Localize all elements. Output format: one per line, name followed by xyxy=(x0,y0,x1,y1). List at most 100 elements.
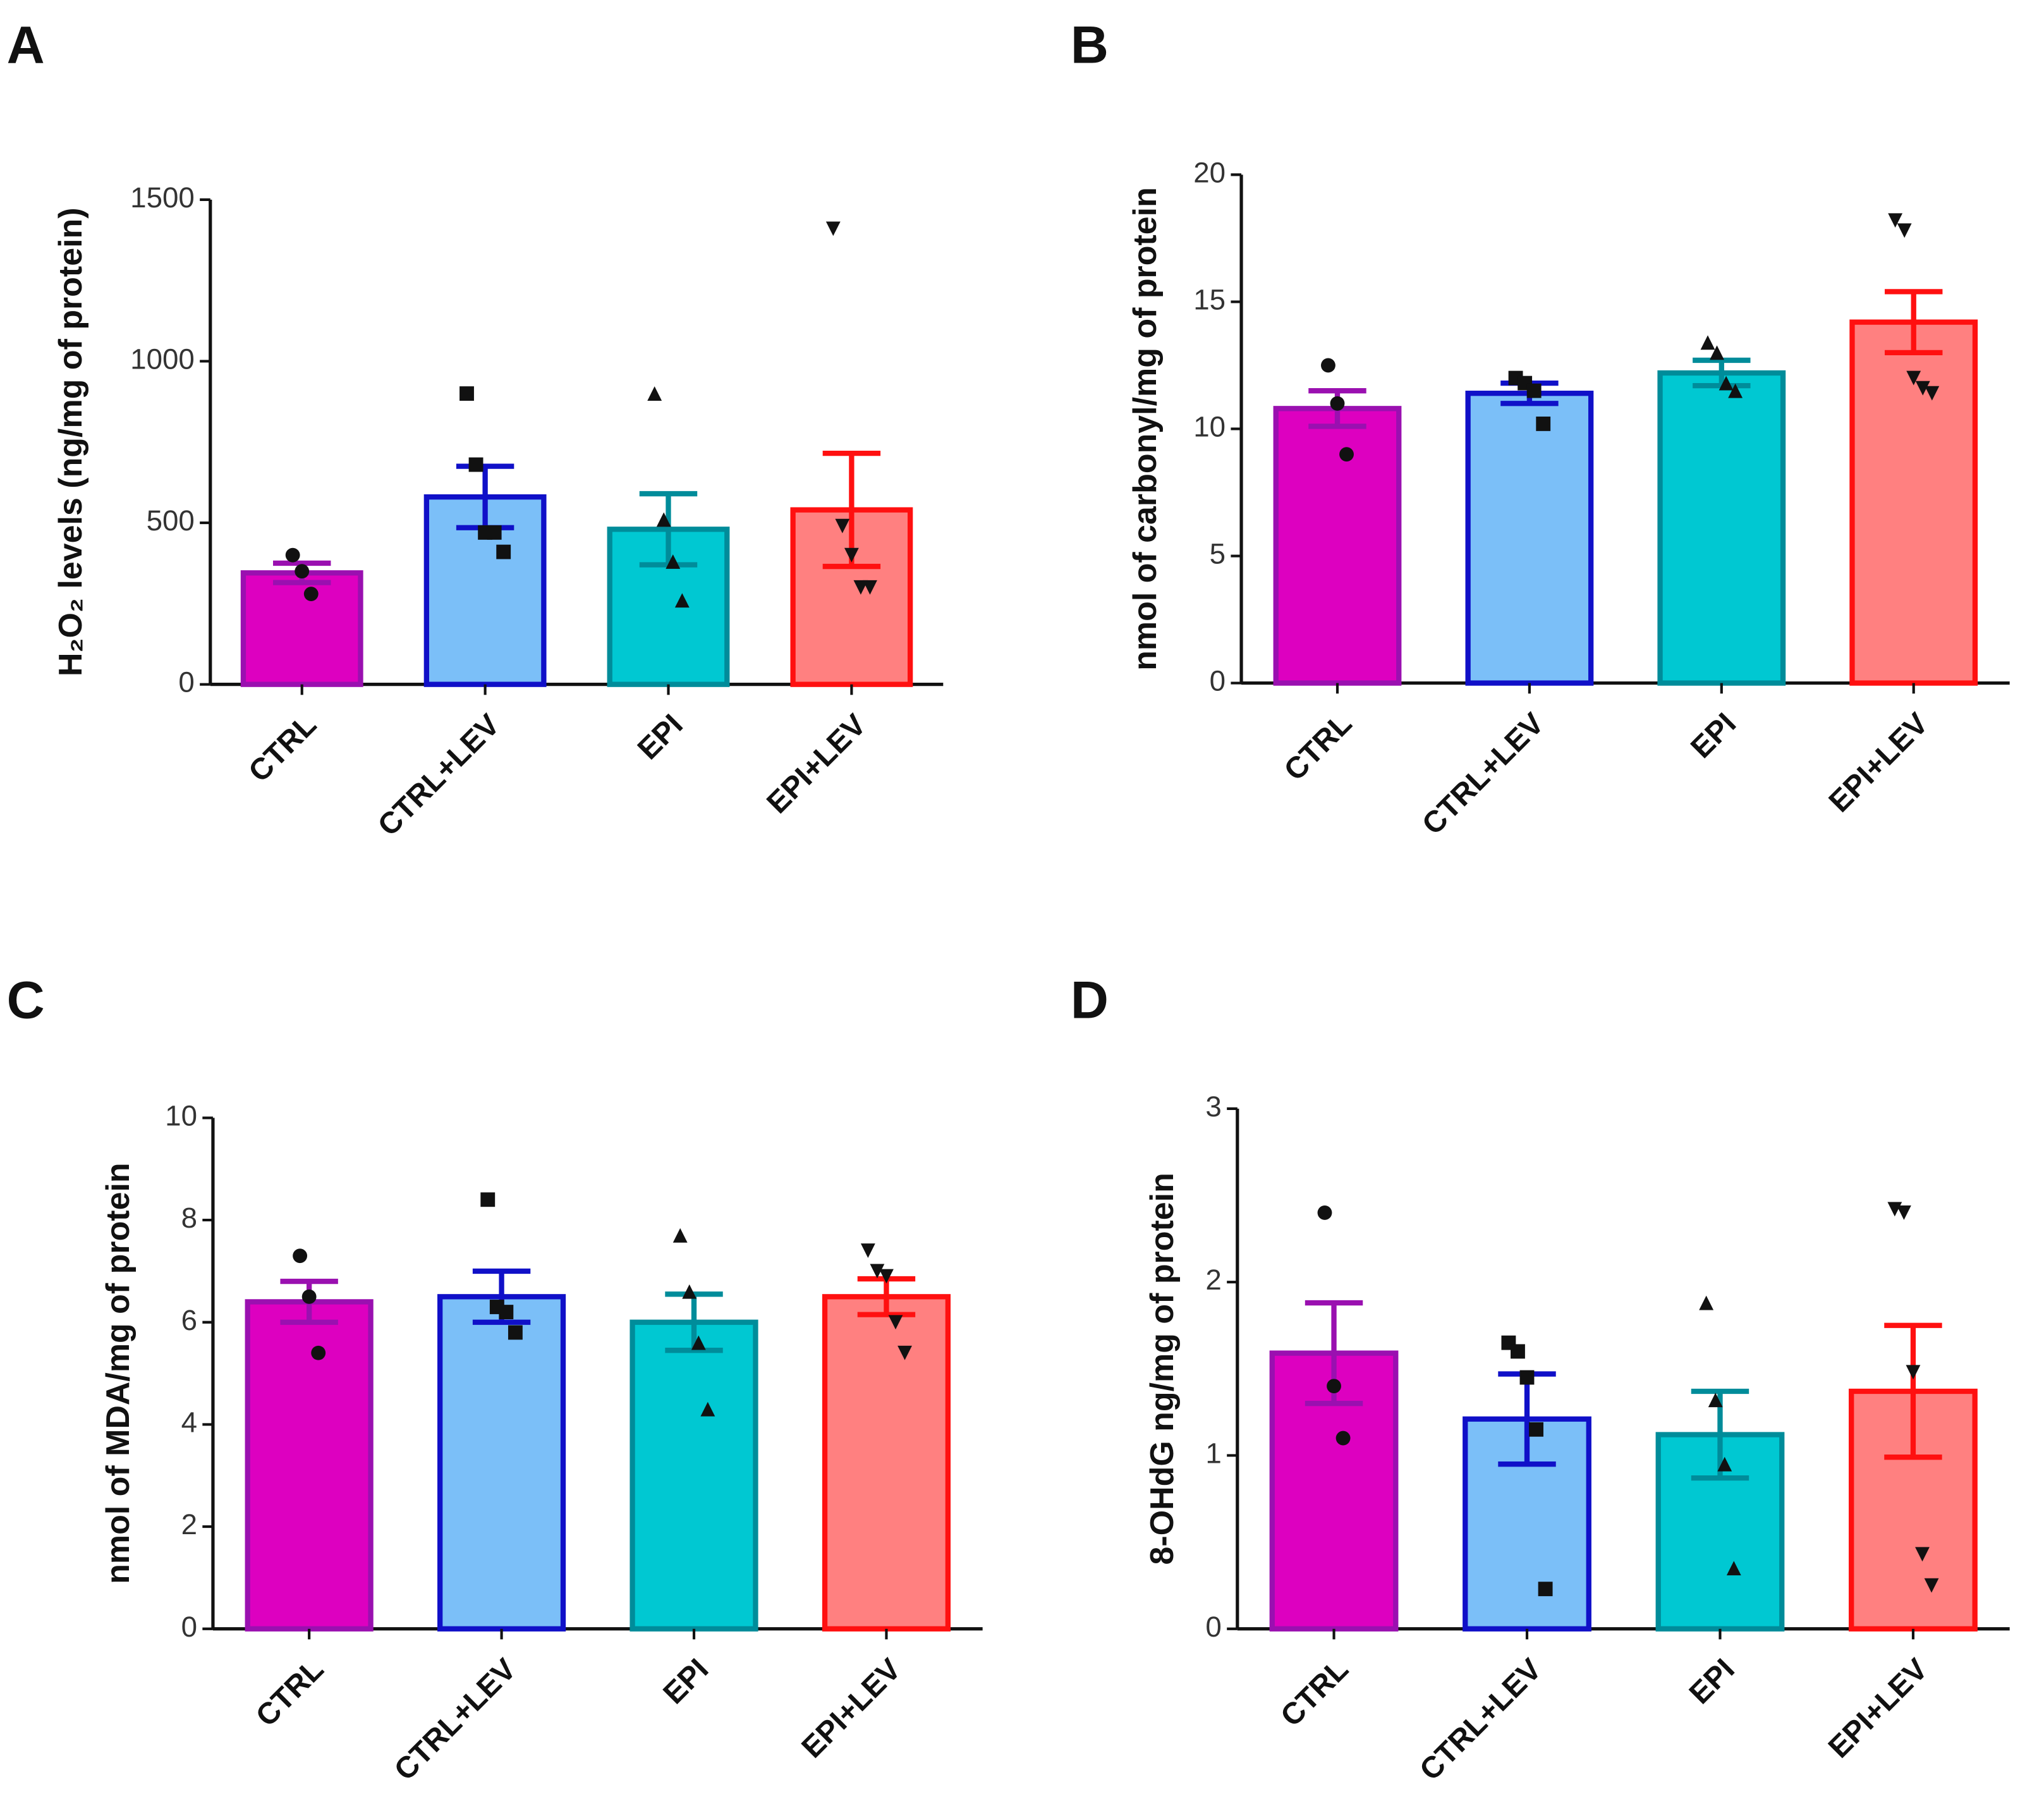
y-axis-label: nmol of MDA/mg of protein xyxy=(100,1162,137,1583)
data-point xyxy=(666,554,681,569)
data-point xyxy=(674,593,690,608)
data-point xyxy=(888,1315,903,1330)
data-point xyxy=(1897,223,1912,238)
bar xyxy=(630,1319,758,1632)
y-tick-label: 20 xyxy=(1193,156,1226,188)
y-tick-label: 2 xyxy=(181,1508,197,1540)
data-point xyxy=(1726,1561,1741,1576)
data-point xyxy=(459,386,474,401)
data-point xyxy=(1536,417,1551,431)
data-point xyxy=(1924,1578,1939,1593)
data-point xyxy=(1330,396,1345,411)
x-tick-label: CTRL+LEV xyxy=(1416,707,1550,841)
panel-label: A xyxy=(7,16,45,75)
y-tick-label: 1000 xyxy=(130,343,195,375)
y-tick-label: 5 xyxy=(1210,538,1226,570)
data-point xyxy=(1728,383,1743,398)
data-point xyxy=(860,1243,875,1259)
data-point xyxy=(863,580,877,595)
data-point xyxy=(487,525,502,540)
data-point xyxy=(1915,381,1930,396)
panel-label: D xyxy=(1071,970,1109,1029)
x-tick-label: CTRL+LEV xyxy=(372,708,506,843)
data-point xyxy=(1708,1393,1723,1408)
data-point xyxy=(1321,358,1335,373)
data-point xyxy=(1906,370,1921,386)
data-point xyxy=(301,1289,317,1304)
y-tick-label: 10 xyxy=(165,1099,197,1132)
x-tick-label: CTRL xyxy=(1278,707,1359,788)
data-point xyxy=(700,1401,715,1417)
y-tick-label: 500 xyxy=(147,504,195,537)
data-point xyxy=(1335,1431,1351,1446)
data-point xyxy=(1710,345,1724,360)
data-point xyxy=(1915,1547,1930,1562)
x-tick-label: EPI+LEV xyxy=(1822,1652,1934,1764)
data-point xyxy=(1538,1582,1553,1597)
panel-label: C xyxy=(7,970,45,1029)
x-tick-label: EPI+LEV xyxy=(760,708,872,820)
data-point xyxy=(1906,1365,1921,1380)
y-tick-label: 10 xyxy=(1193,411,1226,443)
y-tick-label: 15 xyxy=(1193,284,1226,316)
y-tick-label: 1500 xyxy=(130,181,195,214)
x-tick-label: EPI xyxy=(657,1652,715,1711)
data-point xyxy=(1519,1370,1535,1385)
y-tick-label: 0 xyxy=(181,1611,197,1643)
data-point xyxy=(508,1325,523,1340)
x-tick-label: CTRL xyxy=(1274,1652,1355,1733)
data-point xyxy=(1327,1379,1341,1394)
data-point xyxy=(1529,1422,1543,1437)
y-tick-label: 0 xyxy=(1205,1611,1221,1643)
data-point xyxy=(844,547,859,563)
data-point xyxy=(879,1269,894,1284)
data-point xyxy=(1317,1205,1332,1220)
data-point xyxy=(672,1228,688,1243)
x-tick-label: EPI xyxy=(631,708,690,766)
data-point xyxy=(285,547,300,563)
data-point xyxy=(647,386,662,401)
bar xyxy=(245,1299,374,1632)
y-tick-label: 0 xyxy=(178,666,194,699)
data-point xyxy=(1925,386,1940,401)
x-tick-label: EPI xyxy=(1684,707,1743,765)
data-point xyxy=(303,587,319,601)
data-point xyxy=(1526,383,1542,398)
data-point xyxy=(468,457,484,472)
y-axis-label: H₂O₂ levels (ng/mg of protein) xyxy=(52,207,89,676)
x-tick-label: CTRL xyxy=(242,708,323,789)
bar xyxy=(437,1294,566,1632)
y-tick-label: 4 xyxy=(181,1406,197,1438)
data-point xyxy=(496,544,511,559)
y-tick-label: 1 xyxy=(1205,1437,1221,1470)
data-point xyxy=(656,512,671,527)
data-point xyxy=(682,1284,697,1299)
y-axis-label: 8-OHdG ng/mg of protein xyxy=(1144,1173,1181,1565)
data-point xyxy=(311,1345,326,1360)
bar xyxy=(240,570,363,687)
bar xyxy=(1657,370,1786,686)
data-point xyxy=(499,1305,514,1320)
data-point xyxy=(480,1192,496,1207)
data-point xyxy=(1888,213,1903,228)
data-point xyxy=(835,518,850,534)
y-tick-label: 8 xyxy=(181,1202,197,1234)
data-point xyxy=(691,1335,706,1350)
data-point xyxy=(1896,1205,1911,1220)
x-tick-label: CTRL xyxy=(250,1652,331,1733)
x-tick-label: EPI+LEV xyxy=(1823,707,1935,819)
data-point xyxy=(293,1248,308,1264)
y-tick-label: 6 xyxy=(181,1304,197,1336)
x-tick-label: CTRL+LEV xyxy=(388,1652,523,1787)
y-axis-label: nmol of carbonyl/mg of protein xyxy=(1127,187,1164,671)
data-point xyxy=(853,580,868,595)
data-point xyxy=(870,1264,885,1279)
panel-label: B xyxy=(1071,16,1109,75)
data-point xyxy=(1717,1456,1732,1472)
data-point xyxy=(1511,1344,1525,1359)
bar xyxy=(822,1294,951,1632)
bar xyxy=(1273,406,1402,686)
bar xyxy=(1465,391,1594,686)
y-tick-label: 3 xyxy=(1205,1090,1221,1123)
